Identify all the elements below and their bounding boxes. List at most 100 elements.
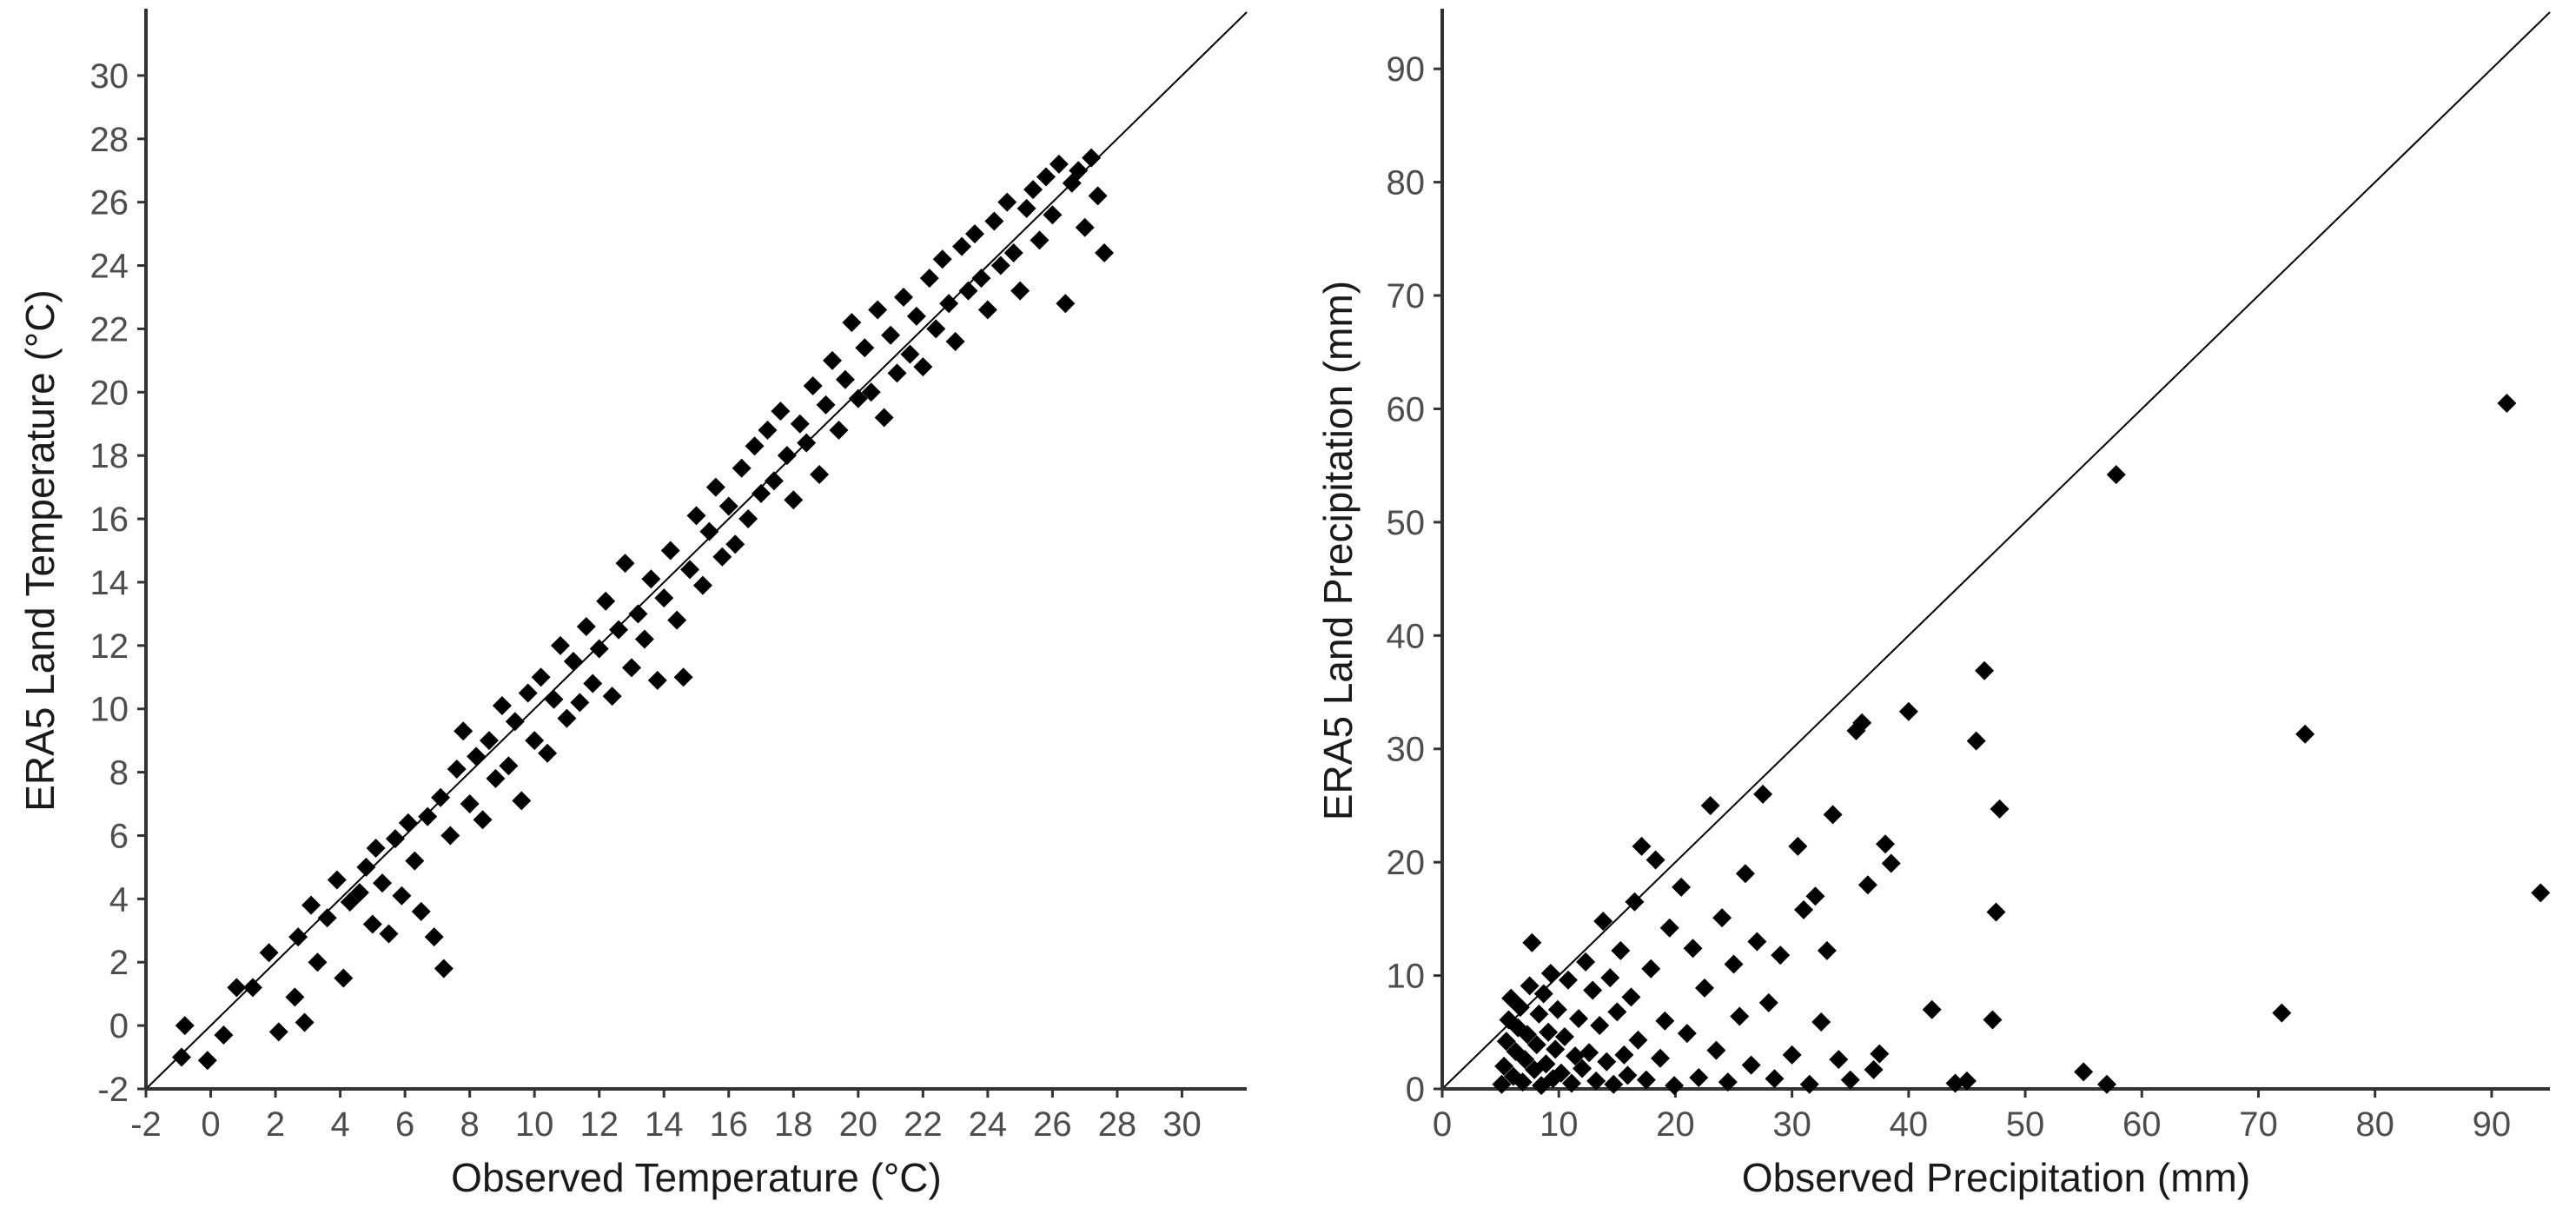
temp-y-tick-label: 2 (109, 944, 129, 982)
temp-data-point (424, 927, 444, 947)
temp-data-point (171, 1047, 191, 1067)
precip-data-point (1554, 1027, 1574, 1047)
precip-y-tick-label: 70 (1387, 277, 1426, 315)
temp-data-point (654, 588, 674, 608)
temp-x-tick-label: 28 (1098, 1105, 1137, 1144)
temp-data-point (197, 1051, 217, 1071)
temp-y-tick-label: 26 (90, 184, 129, 222)
precip-data-point (1566, 1046, 1585, 1066)
temp-data-point (431, 787, 451, 807)
temp-data-point (583, 674, 603, 693)
temp-data-point (906, 306, 926, 326)
temp-data-point (919, 269, 939, 289)
precip-data-point (1975, 660, 1995, 680)
precip-data-point (1730, 1006, 1750, 1026)
temp-data-point (570, 693, 590, 713)
temp-x-tick-label: 14 (645, 1105, 684, 1144)
precip-data-point (1706, 1040, 1726, 1060)
temp-y-tick-label: 8 (109, 754, 129, 793)
precip-data-point (1870, 1044, 1890, 1064)
precip-data-point (1600, 968, 1620, 988)
temp-data-point (784, 490, 804, 510)
precip-data-point (1805, 886, 1825, 906)
temp-data-point (861, 382, 881, 402)
temp-data-point (398, 813, 418, 833)
temp-y-tick-label: 28 (90, 121, 129, 159)
temp-data-point (699, 521, 719, 541)
precip-data-point (1677, 1024, 1697, 1044)
precip-data-point (2295, 724, 2315, 744)
precip-y-tick-label: 10 (1387, 958, 1426, 996)
temp-data-point (499, 756, 519, 776)
precip-data-point (1771, 946, 1791, 966)
temp-data-point (952, 236, 972, 256)
temp-data-point (771, 401, 791, 421)
temp-data-point (667, 610, 687, 630)
temp-data-point (379, 924, 399, 944)
temp-data-point (1082, 148, 1102, 168)
precip-x-tick-label: 70 (2239, 1105, 2278, 1144)
precip-data-point (1551, 1063, 1571, 1083)
precip-data-point (1735, 864, 1755, 884)
temp-data-point (971, 269, 991, 289)
temp-data-point (997, 192, 1017, 212)
temp-data-point (356, 857, 376, 877)
temp-x-tick-label: 26 (1033, 1105, 1072, 1144)
temp-data-point (855, 338, 875, 358)
temp-x-tick-label: 10 (515, 1105, 554, 1144)
precip-y-tick-label: 60 (1387, 390, 1426, 428)
temp-data-point (589, 639, 609, 659)
temp-y-axis-title: ERA5 Land Temperature (°C) (17, 289, 63, 812)
temp-data-point (615, 554, 635, 574)
temp-data-point (842, 313, 862, 333)
precip-data-point (1576, 952, 1596, 972)
precip-y-tick-label: 30 (1387, 731, 1426, 769)
precip-data-point (1641, 959, 1661, 979)
precip-x-tick-label: 80 (2355, 1105, 2394, 1144)
precip-data-point (1593, 911, 1613, 931)
temp-data-point (505, 712, 525, 732)
temp-data-point (1043, 205, 1063, 225)
temp-data-point (557, 708, 577, 728)
temp-data-point (454, 721, 473, 741)
precip-data-point (1494, 1056, 1514, 1076)
precip-data-point (1700, 795, 1720, 815)
temp-data-point (692, 575, 712, 595)
precip-data-point (1672, 877, 1692, 897)
temp-data-point (745, 436, 765, 456)
precip-data-point (1782, 1045, 1802, 1065)
precip-data-point (1546, 1039, 1566, 1059)
temp-data-point (175, 1016, 195, 1036)
temp-y-tick-label: 4 (109, 880, 129, 919)
temp-y-tick-label: 22 (90, 310, 129, 348)
precip-data-point (1840, 1070, 1860, 1090)
temp-identity-line (145, 11, 1248, 1090)
temp-data-point (340, 892, 360, 912)
temp-data-point (900, 344, 920, 364)
precip-data-point (1858, 875, 1877, 895)
temp-data-point (752, 483, 771, 503)
temp-data-point (486, 768, 506, 788)
precip-data-point (1683, 939, 1703, 959)
temp-data-point (411, 901, 431, 921)
precip-data-point (1496, 1032, 1516, 1052)
precip-data-point (1536, 1054, 1556, 1074)
precip-data-point (1829, 1050, 1849, 1070)
temp-data-point (602, 687, 622, 707)
temp-data-point (939, 294, 959, 314)
temp-y-tick-label: 20 (90, 374, 129, 412)
precip-data-point (1547, 999, 1567, 1019)
precip-x-tick-label: 10 (1540, 1105, 1579, 1144)
temp-data-point (440, 826, 460, 846)
temp-data-point (990, 255, 1010, 275)
temp-data-point (362, 914, 382, 934)
precip-data-point (1517, 1025, 1537, 1045)
temp-y-tick-label: 18 (90, 437, 129, 475)
precip-x-tick-label: 30 (1772, 1105, 1811, 1144)
temp-data-point (242, 978, 262, 998)
precip-y-tick-label: 50 (1387, 504, 1426, 542)
temp-data-point (385, 829, 405, 849)
temp-data-point (301, 895, 321, 915)
precip-data-point (1922, 999, 1942, 1019)
temp-data-point (295, 1012, 315, 1032)
